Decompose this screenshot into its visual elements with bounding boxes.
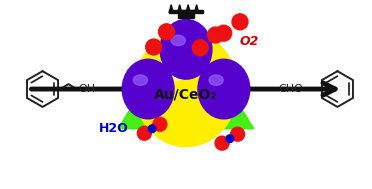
Text: O2: O2	[240, 35, 259, 48]
Ellipse shape	[122, 59, 174, 119]
Ellipse shape	[192, 40, 208, 56]
Ellipse shape	[171, 35, 185, 46]
Ellipse shape	[137, 126, 151, 140]
Text: Au/CeO₂: Au/CeO₂	[154, 87, 218, 101]
Ellipse shape	[158, 24, 174, 40]
Polygon shape	[118, 18, 254, 129]
Ellipse shape	[148, 125, 156, 132]
Text: OH: OH	[78, 84, 96, 94]
Ellipse shape	[232, 14, 248, 30]
Text: CHO: CHO	[279, 84, 304, 94]
Ellipse shape	[153, 117, 167, 131]
Polygon shape	[178, 10, 194, 18]
Ellipse shape	[226, 135, 234, 143]
Polygon shape	[177, 5, 182, 13]
Polygon shape	[186, 5, 190, 13]
Ellipse shape	[209, 75, 223, 85]
Text: H2O: H2O	[99, 122, 128, 135]
Polygon shape	[195, 5, 199, 13]
Ellipse shape	[198, 59, 250, 119]
Ellipse shape	[215, 136, 229, 150]
Ellipse shape	[216, 25, 232, 41]
Ellipse shape	[208, 27, 224, 43]
Ellipse shape	[231, 127, 244, 141]
Ellipse shape	[160, 19, 212, 79]
Polygon shape	[169, 5, 173, 13]
Ellipse shape	[133, 75, 147, 85]
Ellipse shape	[134, 31, 238, 147]
Polygon shape	[169, 10, 203, 13]
Ellipse shape	[146, 39, 162, 55]
Ellipse shape	[155, 62, 186, 82]
